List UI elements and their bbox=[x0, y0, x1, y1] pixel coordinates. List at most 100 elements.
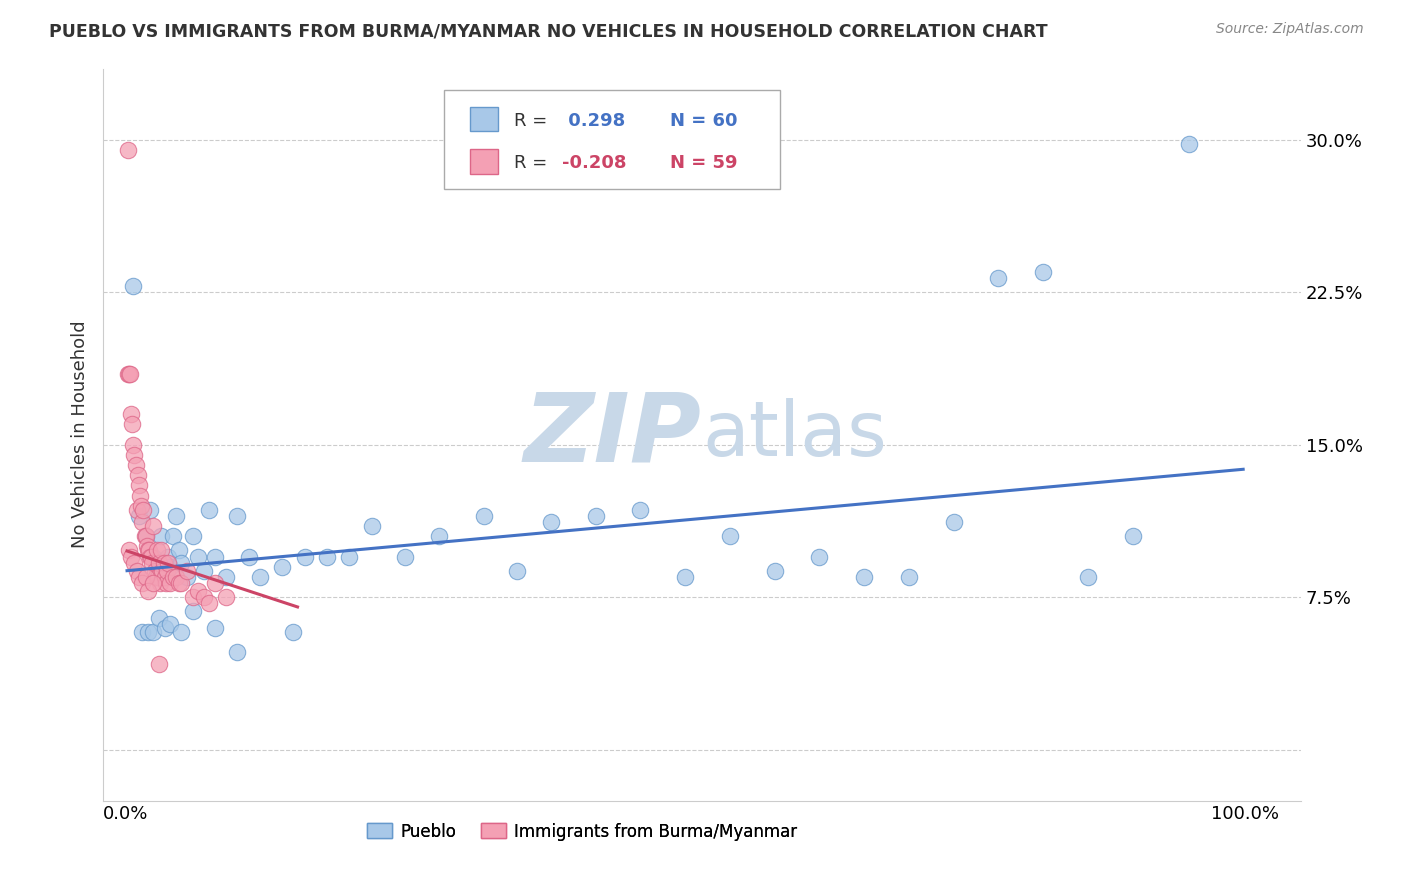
Point bbox=[540, 515, 562, 529]
Point bbox=[146, 543, 169, 558]
Point bbox=[150, 529, 173, 543]
FancyBboxPatch shape bbox=[444, 90, 780, 189]
Point bbox=[167, 576, 190, 591]
Point bbox=[117, 367, 139, 381]
Point bbox=[718, 529, 741, 543]
Point bbox=[150, 543, 173, 558]
Point bbox=[204, 576, 226, 591]
Point bbox=[129, 499, 152, 513]
Point bbox=[152, 564, 174, 578]
Point bbox=[135, 570, 157, 584]
Point bbox=[141, 549, 163, 564]
Point bbox=[117, 143, 139, 157]
Text: R =: R = bbox=[513, 154, 553, 172]
Point bbox=[118, 543, 141, 558]
Point bbox=[142, 576, 165, 591]
Text: 0.298: 0.298 bbox=[562, 112, 626, 130]
Point bbox=[142, 549, 165, 564]
Point bbox=[1177, 136, 1199, 151]
Text: atlas: atlas bbox=[702, 398, 887, 472]
Point bbox=[156, 564, 179, 578]
Point bbox=[124, 458, 146, 472]
Text: R =: R = bbox=[513, 112, 553, 130]
Point bbox=[131, 515, 153, 529]
Point bbox=[897, 570, 920, 584]
Point bbox=[142, 519, 165, 533]
Point bbox=[159, 576, 181, 591]
Point bbox=[128, 570, 150, 584]
Point bbox=[148, 556, 170, 570]
Point bbox=[153, 621, 176, 635]
Point bbox=[176, 570, 198, 584]
Point bbox=[360, 519, 382, 533]
Point bbox=[143, 564, 166, 578]
Point bbox=[1032, 265, 1054, 279]
Point bbox=[294, 549, 316, 564]
Point bbox=[271, 559, 294, 574]
Point bbox=[316, 549, 339, 564]
Point bbox=[131, 624, 153, 639]
Point bbox=[139, 549, 162, 564]
Point bbox=[149, 576, 172, 591]
Point bbox=[167, 543, 190, 558]
Point bbox=[159, 616, 181, 631]
Point bbox=[249, 570, 271, 584]
Point bbox=[128, 478, 150, 492]
Point bbox=[157, 549, 180, 564]
Point bbox=[187, 549, 209, 564]
Point bbox=[153, 570, 176, 584]
Point bbox=[808, 549, 831, 564]
Legend: Pueblo, Immigrants from Burma/Myanmar: Pueblo, Immigrants from Burma/Myanmar bbox=[360, 816, 804, 847]
Text: PUEBLO VS IMMIGRANTS FROM BURMA/MYANMAR NO VEHICLES IN HOUSEHOLD CORRELATION CHA: PUEBLO VS IMMIGRANTS FROM BURMA/MYANMAR … bbox=[49, 22, 1047, 40]
Point bbox=[215, 591, 238, 605]
Point bbox=[118, 367, 141, 381]
Point bbox=[159, 559, 181, 574]
Point bbox=[152, 556, 174, 570]
Point bbox=[394, 549, 416, 564]
Point bbox=[198, 596, 221, 610]
Point bbox=[1122, 529, 1144, 543]
FancyBboxPatch shape bbox=[470, 149, 498, 174]
Point bbox=[170, 556, 193, 570]
Point bbox=[181, 591, 204, 605]
Text: ZIP: ZIP bbox=[524, 388, 702, 481]
Point bbox=[155, 576, 177, 591]
Point bbox=[121, 417, 143, 432]
Point bbox=[162, 529, 184, 543]
Point bbox=[136, 584, 159, 599]
Point bbox=[193, 564, 215, 578]
Point bbox=[187, 584, 209, 599]
Point bbox=[142, 624, 165, 639]
Point bbox=[215, 570, 238, 584]
Point bbox=[165, 508, 187, 523]
Point bbox=[585, 508, 607, 523]
Point bbox=[136, 543, 159, 558]
Point bbox=[127, 468, 149, 483]
Point bbox=[131, 576, 153, 591]
Point bbox=[125, 503, 148, 517]
Text: N = 59: N = 59 bbox=[669, 154, 737, 172]
Point bbox=[853, 570, 876, 584]
FancyBboxPatch shape bbox=[470, 106, 498, 131]
Point bbox=[135, 529, 157, 543]
Point bbox=[125, 564, 148, 578]
Point bbox=[139, 503, 162, 517]
Point bbox=[673, 570, 696, 584]
Point bbox=[162, 570, 184, 584]
Point bbox=[138, 543, 160, 558]
Point bbox=[628, 503, 651, 517]
Point bbox=[181, 605, 204, 619]
Point bbox=[942, 515, 965, 529]
Point bbox=[128, 508, 150, 523]
Point bbox=[122, 438, 145, 452]
Point bbox=[122, 279, 145, 293]
Point bbox=[132, 503, 155, 517]
Text: Source: ZipAtlas.com: Source: ZipAtlas.com bbox=[1216, 22, 1364, 37]
Point bbox=[120, 407, 142, 421]
Point bbox=[124, 448, 146, 462]
Point bbox=[506, 564, 529, 578]
Point bbox=[157, 556, 180, 570]
Point bbox=[165, 570, 187, 584]
Point bbox=[987, 271, 1010, 285]
Point bbox=[472, 508, 495, 523]
